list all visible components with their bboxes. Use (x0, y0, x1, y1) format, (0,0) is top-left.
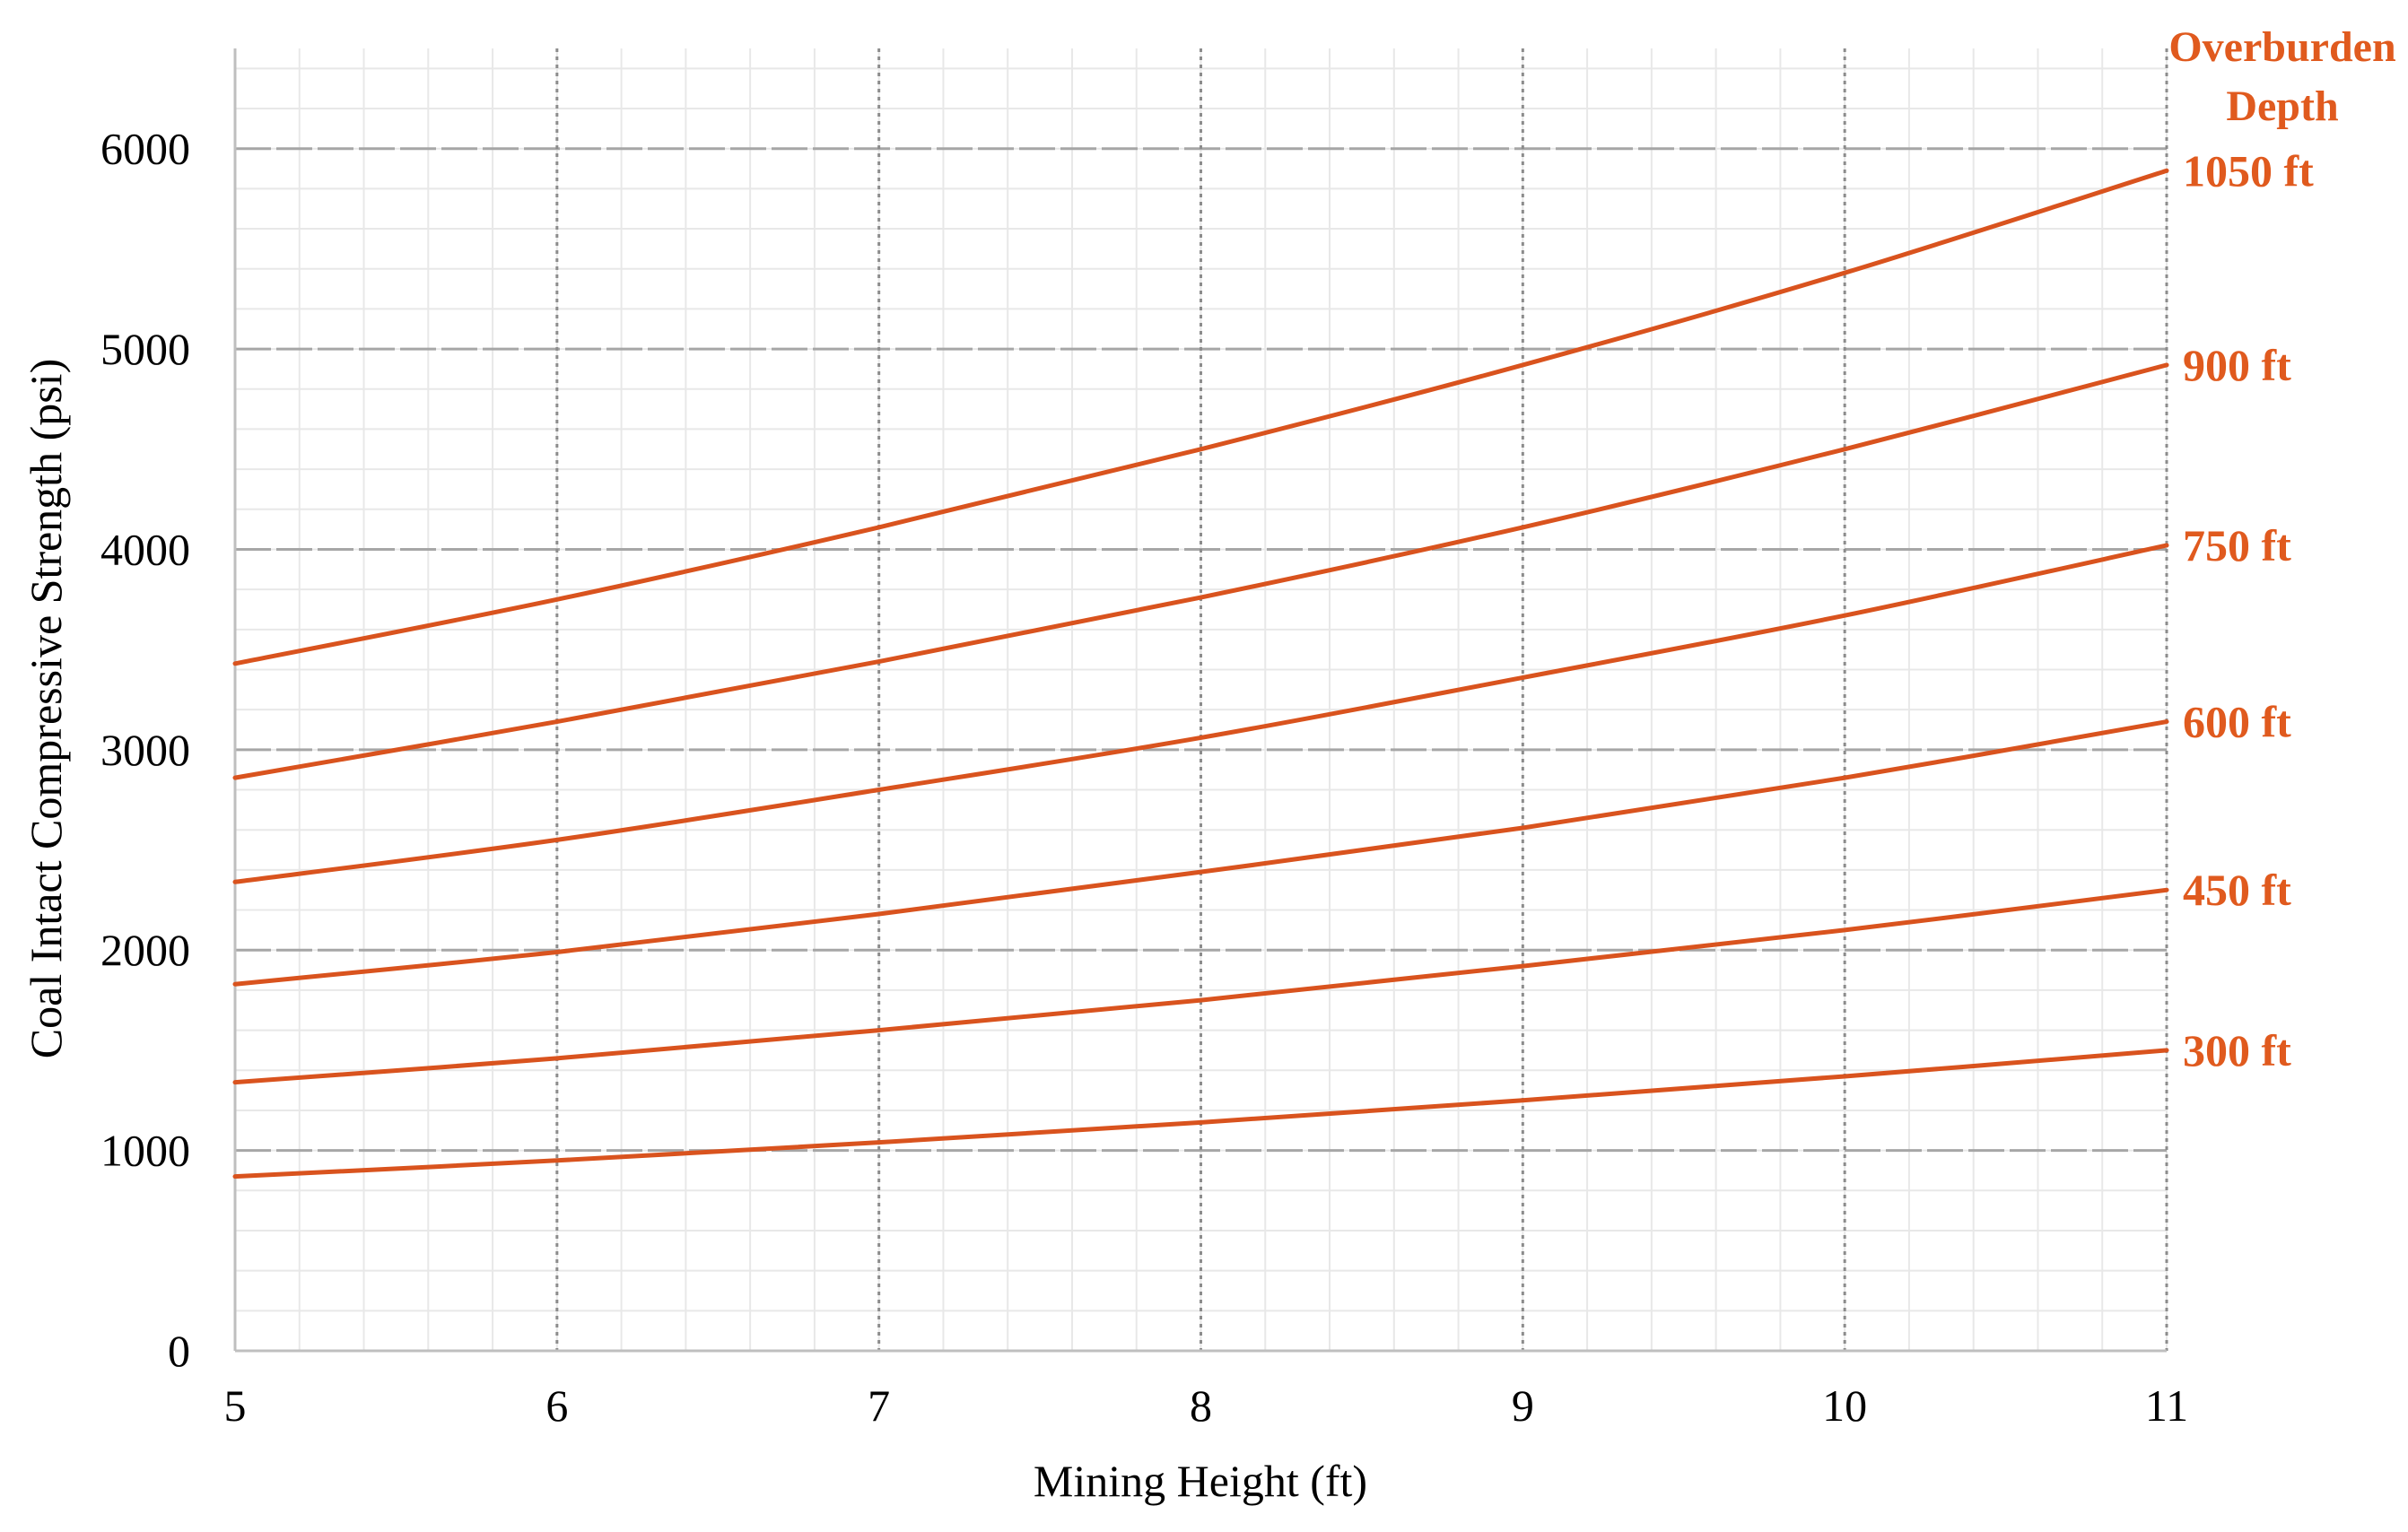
series-label-450-ft: 450 ft (2183, 865, 2291, 915)
legend-title-line-2: Depth (2226, 83, 2338, 130)
x-tick-label: 8 (1190, 1380, 1212, 1431)
series-label-900-ft: 900 ft (2183, 340, 2291, 390)
series-labels: 1050 ft 900 ft 750 ft 600 ft 450 ft 300 ft (2183, 145, 2314, 1075)
series-label-600-ft: 600 ft (2183, 697, 2291, 747)
y-tick-label: 6000 (100, 124, 190, 174)
x-tick-label: 9 (1512, 1380, 1534, 1431)
legend-title-line-1: Overburden (2168, 23, 2395, 71)
y-axis-title: Coal Intact Compressive Strength (psi) (21, 359, 71, 1058)
x-tick-label: 7 (868, 1380, 890, 1431)
x-axis-title: Mining Height (ft) (1034, 1456, 1367, 1506)
series-label-750-ft: 750 ft (2183, 520, 2291, 570)
y-tick-label: 1000 (100, 1126, 190, 1176)
y-tick-label: 0 (168, 1326, 190, 1376)
series-line-450-ft (232, 887, 2169, 1085)
x-tick-label: 10 (1822, 1380, 1867, 1431)
x-tick-label: 11 (2145, 1380, 2188, 1431)
series-line-1050-ft (232, 168, 2169, 666)
major-gridlines (235, 48, 2168, 1351)
series-label-300-ft: 300 ft (2183, 1025, 2291, 1075)
series-line-750-ft (232, 543, 2169, 884)
series-label-1050-ft: 1050 ft (2183, 145, 2314, 196)
y-tick-label: 5000 (100, 324, 190, 374)
tick-labels: 5 6 7 8 9 10 11 0 1000 2000 3000 4000 5000 6000 (100, 124, 2188, 1431)
y-tick-label: 2000 (100, 925, 190, 975)
series-line-900-ft (232, 362, 2169, 780)
x-tick-label: 6 (545, 1380, 568, 1431)
y-tick-label: 4000 (100, 524, 190, 574)
series-line-600-ft (232, 719, 2169, 987)
series-line-300-ft (232, 1048, 2169, 1179)
y-tick-label: 3000 (100, 725, 190, 775)
axes (233, 48, 2167, 1353)
x-tick-label: 5 (224, 1380, 247, 1431)
series-layer (232, 168, 2169, 1179)
